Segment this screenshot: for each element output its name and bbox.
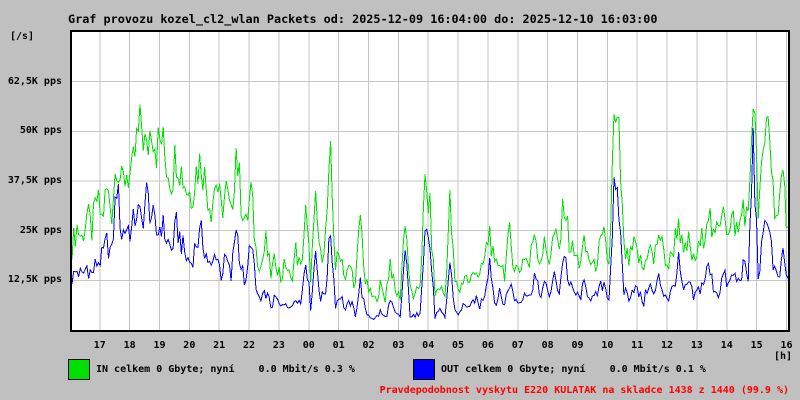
x-tick-label: 10 [601, 340, 614, 351]
x-tick-label: 11 [631, 340, 644, 351]
x-tick-label: 00 [302, 340, 315, 351]
y-tick-label: 25K pps [19, 224, 62, 236]
x-tick-label: 20 [183, 340, 196, 351]
legend-item-out: OUT celkem 0 Gbyte; nyní 0.0 Mbit/s 0.1 … [413, 359, 706, 380]
out-series-line [72, 127, 788, 321]
x-tick-label: 17 [93, 340, 106, 351]
x-tick-label: 18 [123, 340, 136, 351]
out-legend-label: OUT celkem 0 Gbyte; nyní 0.0 Mbit/s 0.1 … [441, 364, 706, 375]
x-tick-label: 19 [153, 340, 166, 351]
x-tick-label: 08 [541, 340, 554, 351]
x-tick-label: 01 [332, 340, 345, 351]
in-legend-swatch [68, 359, 90, 380]
x-tick-label: 16 [780, 340, 793, 351]
x-tick-label: 03 [392, 340, 405, 351]
x-tick-label: 04 [422, 340, 435, 351]
x-tick-label: 23 [272, 340, 285, 351]
x-axis-unit-label: [h] [773, 351, 792, 362]
x-tick-label: 05 [452, 340, 465, 351]
x-tick-label: 15 [750, 340, 763, 351]
plot-gridlines [72, 32, 788, 330]
x-tick-label: 14 [720, 340, 733, 351]
graph-title: Graf provozu kozel_cl2_wlan Packets od: … [68, 12, 658, 26]
x-tick-label: 12 [661, 340, 674, 351]
out-legend-swatch [413, 359, 435, 380]
y-tick-label: 37,5K pps [7, 175, 62, 186]
x-tick-label: 09 [571, 340, 584, 351]
legend-item-in: IN celkem 0 Gbyte; nyní 0.0 Mbit/s 0.3 % [68, 359, 355, 380]
stock-probability-text: Pravdepodobnost vyskytu E220 KULATAK na … [379, 385, 789, 396]
x-tick-label: 13 [690, 340, 703, 351]
y-tick-label: 62,5K pps [7, 75, 62, 87]
x-tick-label: 02 [362, 340, 375, 351]
y-tick-label: 12,5K pps [7, 274, 62, 286]
plot-area [70, 30, 790, 332]
x-tick-label: 21 [213, 340, 226, 351]
y-tick-label: 50K pps [19, 125, 62, 137]
x-tick-label: 22 [243, 340, 256, 351]
traffic-plot [72, 32, 788, 330]
y-axis-unit-label: [/s] [10, 31, 35, 42]
in-legend-label: IN celkem 0 Gbyte; nyní 0.0 Mbit/s 0.3 % [96, 364, 355, 375]
x-tick-label: 07 [511, 340, 524, 351]
in-series-line [72, 104, 788, 304]
x-tick-label: 06 [481, 340, 494, 351]
